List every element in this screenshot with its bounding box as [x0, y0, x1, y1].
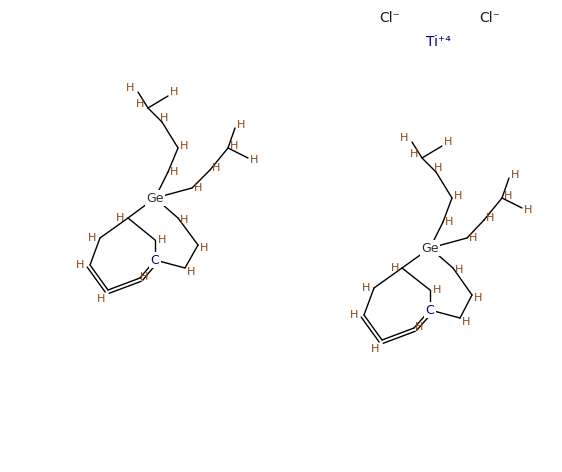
Text: C: C — [151, 253, 160, 267]
Text: H: H — [445, 217, 454, 227]
Text: H: H — [194, 183, 202, 193]
Text: H: H — [116, 213, 124, 223]
Text: H: H — [212, 163, 220, 173]
Text: Ge: Ge — [146, 192, 164, 204]
Text: H: H — [140, 272, 148, 282]
Text: Ge: Ge — [422, 242, 439, 254]
Text: H: H — [250, 155, 259, 165]
Text: H: H — [415, 322, 423, 332]
Text: H: H — [391, 263, 399, 273]
Text: H: H — [135, 99, 144, 109]
Text: H: H — [187, 267, 196, 277]
Text: H: H — [158, 235, 166, 245]
Text: H: H — [462, 317, 470, 327]
Text: H: H — [126, 83, 134, 93]
Text: H: H — [170, 87, 178, 97]
Text: H: H — [455, 265, 464, 275]
Text: Ti⁺⁴: Ti⁺⁴ — [425, 35, 450, 49]
Text: H: H — [434, 163, 442, 173]
Text: H: H — [469, 233, 477, 243]
Text: H: H — [370, 344, 379, 354]
Text: H: H — [170, 167, 178, 177]
Text: H: H — [88, 233, 96, 243]
Text: H: H — [511, 170, 519, 180]
Text: H: H — [454, 191, 463, 201]
Text: H: H — [97, 294, 105, 304]
Text: H: H — [76, 260, 84, 270]
Text: Cl⁻: Cl⁻ — [479, 11, 501, 25]
Text: H: H — [400, 133, 408, 143]
Text: C: C — [425, 303, 434, 317]
Text: H: H — [444, 137, 452, 147]
Text: H: H — [160, 113, 169, 123]
Text: Cl⁻: Cl⁻ — [379, 11, 401, 25]
Text: H: H — [474, 293, 482, 303]
Text: H: H — [433, 285, 441, 295]
Text: H: H — [524, 205, 532, 215]
Text: H: H — [180, 215, 188, 225]
Text: H: H — [350, 310, 358, 320]
Text: H: H — [486, 213, 495, 223]
Text: H: H — [410, 149, 418, 159]
Text: H: H — [361, 283, 370, 293]
Text: H: H — [504, 191, 513, 201]
Text: H: H — [237, 120, 246, 130]
Text: H: H — [200, 243, 209, 253]
Text: H: H — [230, 141, 238, 151]
Text: H: H — [180, 141, 188, 151]
